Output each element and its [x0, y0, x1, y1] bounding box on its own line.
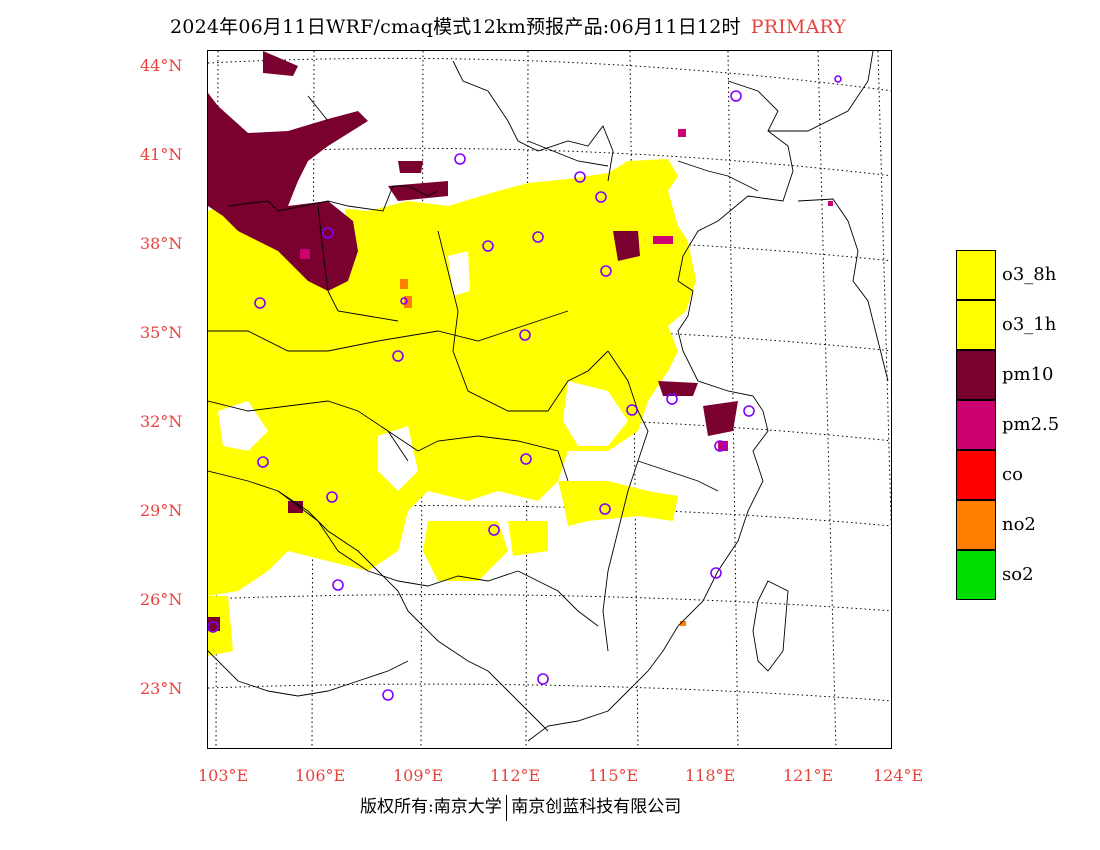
legend-swatch-pm25 — [956, 400, 996, 450]
legend-swatch-o3-8h — [956, 250, 996, 300]
copyright-footer: 版权所有:南京大学 南京创蓝科技有限公司 — [360, 792, 681, 821]
map-title: 2024年06月11日WRF/cmaq模式12km预报产品:06月11日12时 P… — [170, 12, 846, 39]
legend-label-o3-8h: o3_8h — [1002, 264, 1057, 285]
title-text: 2024年06月11日WRF/cmaq模式12km预报产品:06月11日12时 — [170, 16, 741, 38]
copyright-left: 版权所有:南京大学 — [360, 797, 502, 817]
lon-label-103: 103°E — [198, 766, 249, 785]
no2-spots — [400, 279, 686, 626]
legend-label-co: co — [1002, 464, 1023, 485]
footer-divider — [505, 794, 508, 821]
legend-swatch-pm10 — [956, 350, 996, 400]
legend-label-pm25: pm2.5 — [1002, 414, 1060, 435]
legend-swatch-o3-1h — [956, 300, 996, 350]
lat-label-41: 41°N — [140, 145, 183, 164]
lon-label-106: 106°E — [295, 766, 346, 785]
legend-label-o3-1h: o3_1h — [1002, 314, 1057, 335]
map-canvas — [208, 51, 891, 748]
legend-label-so2: so2 — [1002, 564, 1034, 585]
legend-swatch-co — [956, 450, 996, 500]
pm25-spots — [300, 129, 833, 451]
lat-label-38: 38°N — [140, 234, 183, 253]
lon-label-118: 118°E — [685, 766, 736, 785]
clean-pockets — [218, 186, 628, 491]
lon-label-112: 112°E — [490, 766, 541, 785]
lat-label-29: 29°N — [140, 501, 183, 520]
product-label: PRIMARY — [750, 16, 847, 38]
lat-label-23: 23°N — [140, 679, 183, 698]
lat-label-26: 26°N — [140, 590, 183, 609]
boundaries — [208, 51, 889, 742]
lat-label-44: 44°N — [140, 56, 183, 75]
legend-swatch-no2 — [956, 500, 996, 550]
graticule — [208, 51, 891, 748]
lon-label-109: 109°E — [393, 766, 444, 785]
legend-label-no2: no2 — [1002, 514, 1036, 535]
lon-label-124: 124°E — [873, 766, 924, 785]
legend-swatch-so2 — [956, 550, 996, 600]
legend-label-pm10: pm10 — [1002, 364, 1054, 385]
station-markers — [208, 75, 842, 701]
lon-label-115: 115°E — [588, 766, 639, 785]
lat-label-32: 32°N — [140, 412, 183, 431]
copyright-right: 南京创蓝科技有限公司 — [511, 797, 682, 817]
forecast-map — [207, 50, 892, 749]
lat-label-35: 35°N — [140, 323, 183, 342]
lon-label-121: 121°E — [783, 766, 834, 785]
